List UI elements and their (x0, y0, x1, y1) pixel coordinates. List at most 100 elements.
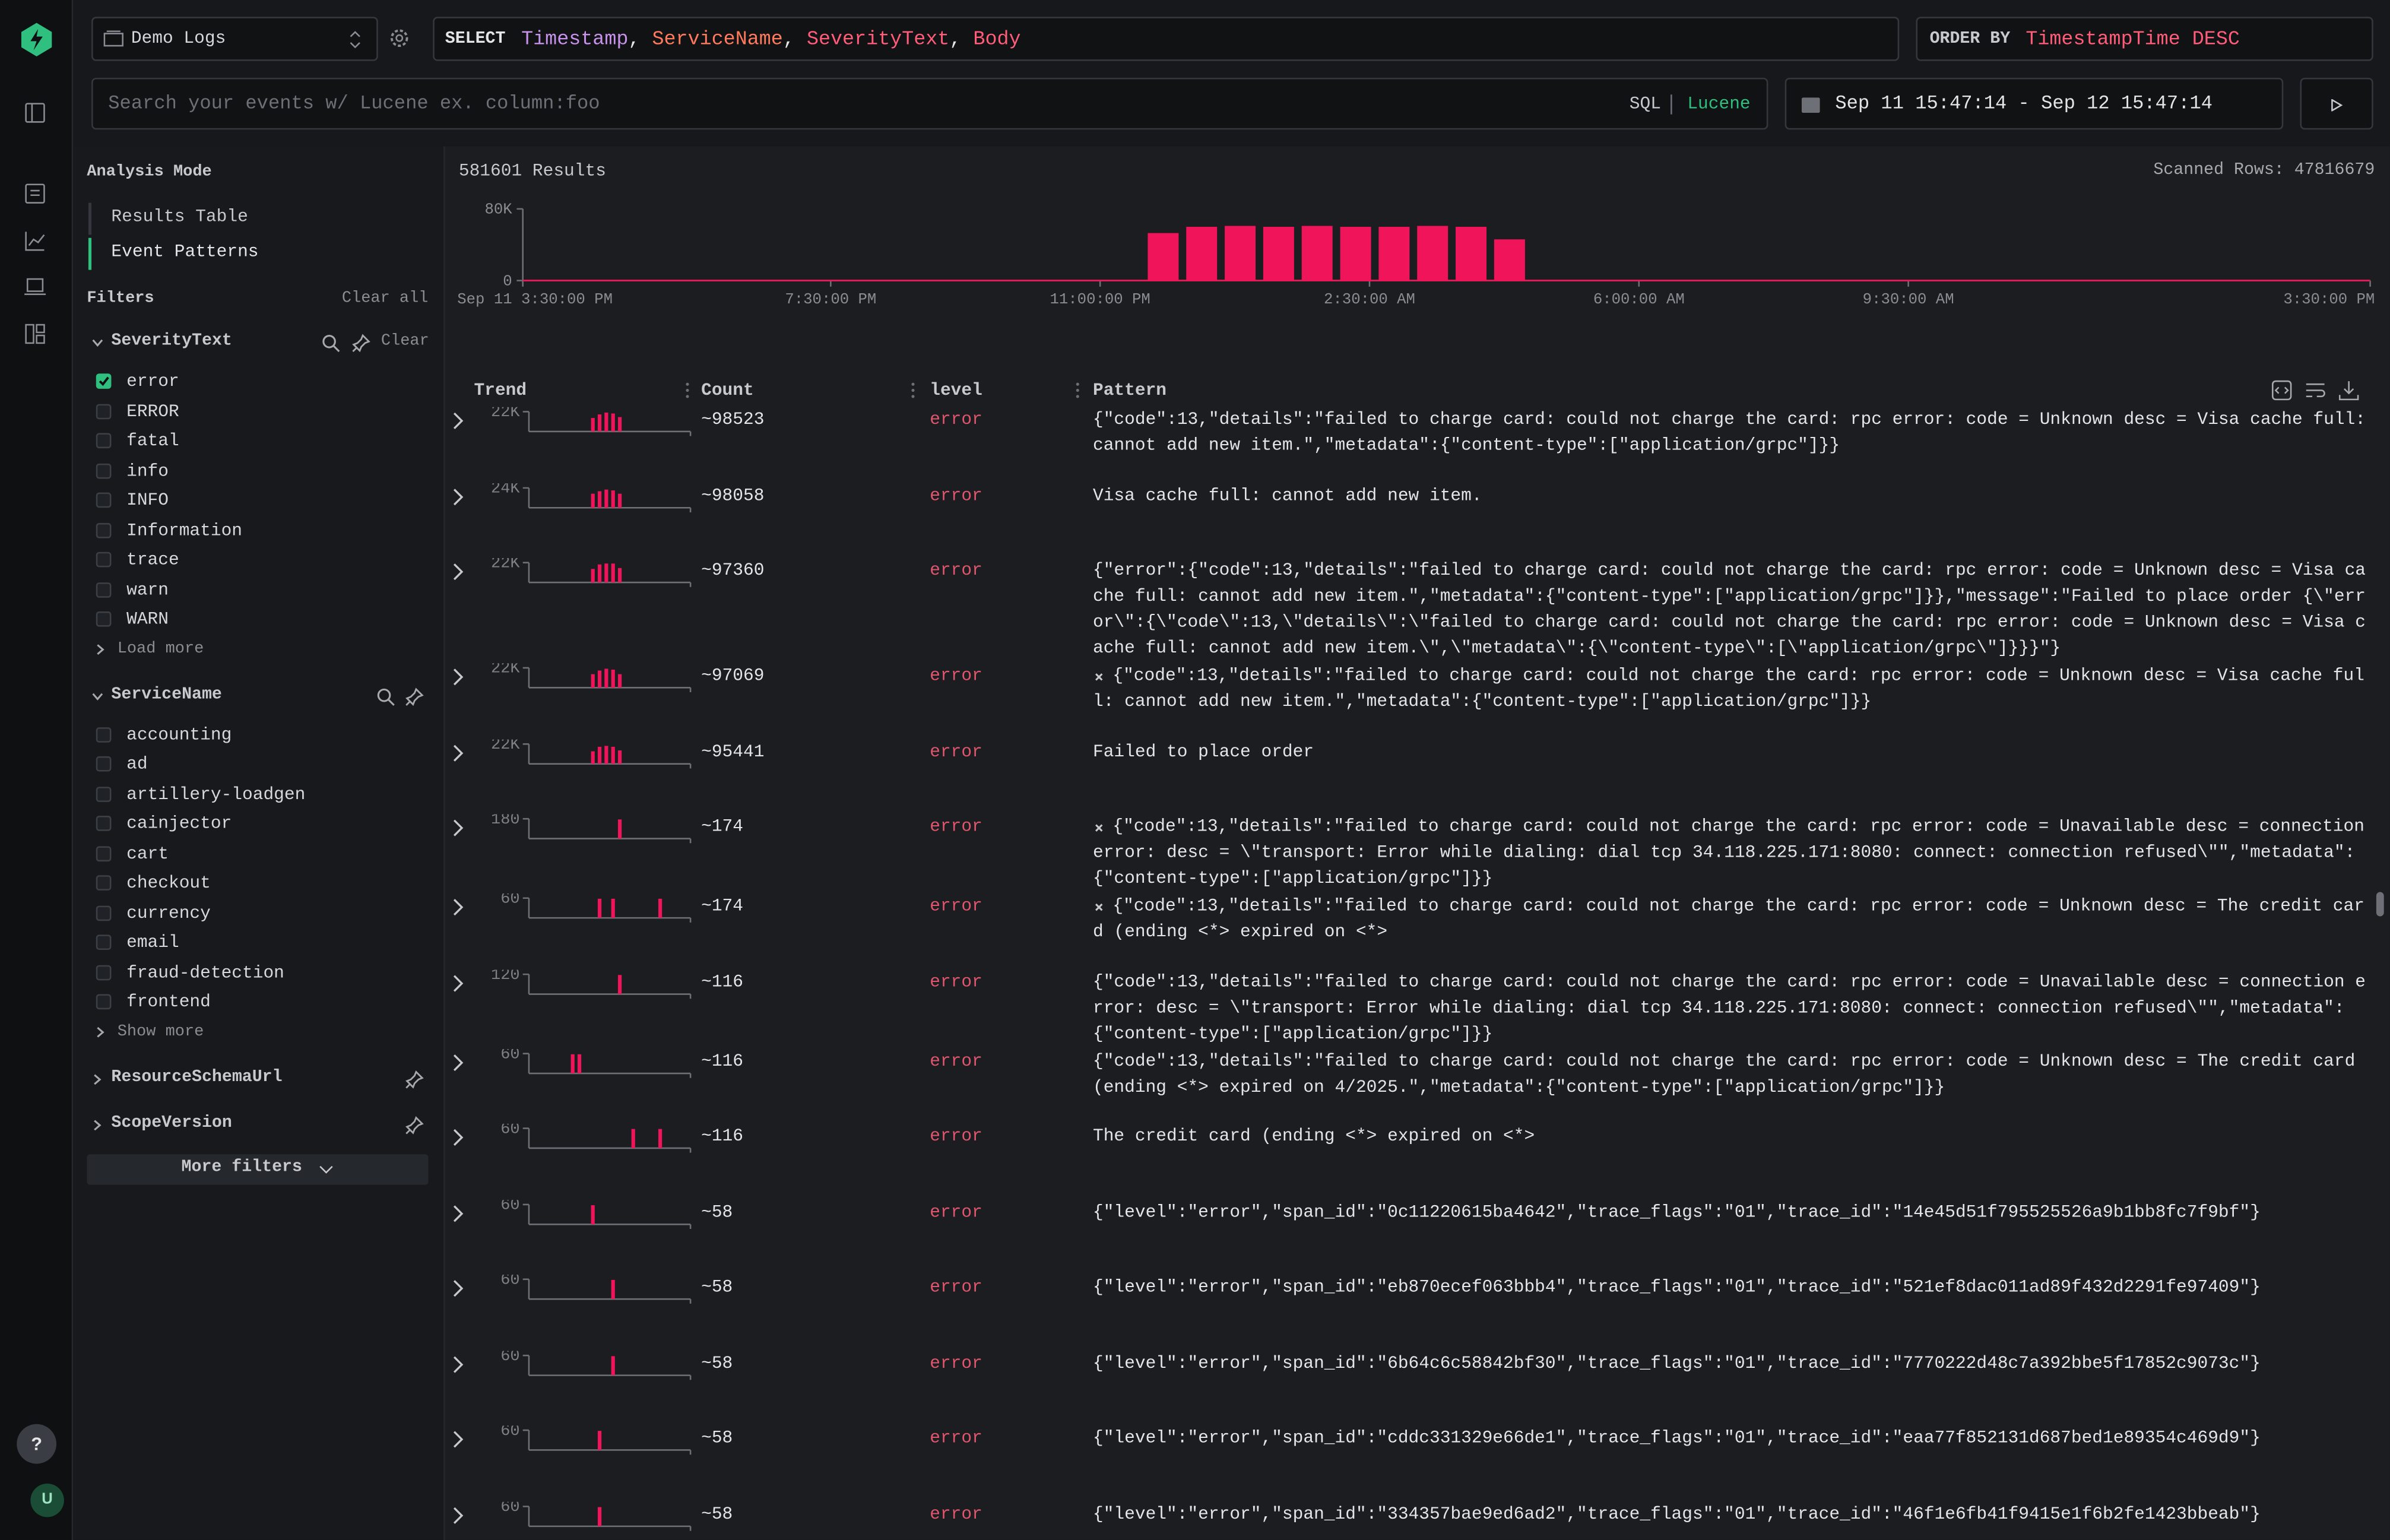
date-range-picker[interactable]: Sep 11 15:47:14 - Sep 12 15:47:14 (1784, 77, 2284, 130)
clear-all[interactable]: Clear all (341, 289, 429, 308)
analysis-mode[interactable]: Event Patterns (111, 242, 259, 262)
logo[interactable] (18, 21, 55, 58)
filter-value[interactable]: currency (126, 903, 211, 924)
chevron[interactable] (91, 337, 104, 350)
pattern-row[interactable]: 60 ~58 error {"level":"error","span_id":"eb… (445, 1275, 2378, 1350)
checkbox[interactable] (96, 552, 112, 568)
pattern-row[interactable]: 24K ~98058 error Visa cache full: cannot ad… (445, 483, 2378, 558)
chevron[interactable] (91, 1073, 104, 1085)
pattern-row[interactable]: 60 ~116 error The credit card (ending <*> e… (445, 1124, 2378, 1199)
load-more[interactable]: Load more (117, 639, 204, 658)
help-button[interactable]: ? (17, 1424, 57, 1464)
search-nav[interactable] (24, 183, 46, 204)
filter-value[interactable]: artillery-loadgen (126, 784, 306, 804)
filter-value[interactable]: error (126, 372, 179, 392)
pattern-row[interactable]: 60 ~58 error {"level":"error","span_id":"0c… (445, 1199, 2378, 1275)
query-mode[interactable]: Lucene (1687, 94, 1751, 115)
filter-group-name[interactable]: ScopeVersion (111, 1114, 232, 1132)
more-filters-button[interactable]: More filters (87, 1153, 429, 1184)
search-icon[interactable] (376, 687, 395, 705)
filter-value[interactable]: accounting (126, 725, 232, 745)
pin-icon[interactable] (405, 1069, 424, 1088)
expand-chevron[interactable] (451, 1053, 464, 1071)
filter-value[interactable]: cart (126, 844, 169, 864)
pattern-row[interactable]: 180 ~174 error {"code":13,"details":"failed… (445, 814, 2378, 893)
expand-chevron[interactable] (451, 819, 464, 837)
checkbox[interactable] (96, 492, 112, 508)
filter-value[interactable]: checkout (126, 873, 211, 894)
filter-group-name[interactable]: ResourceSchemaUrl (111, 1068, 283, 1086)
sessions-nav[interactable] (24, 276, 46, 297)
filter-value[interactable]: frontend (126, 992, 211, 1013)
pattern-row[interactable]: 60 ~58 error {"level":"error","span_id":"6b… (445, 1350, 2378, 1425)
pattern-row[interactable]: 22K ~95441 error Failed to place order (445, 739, 2378, 814)
pattern-row[interactable]: 22K ~97360 error {"error":{"code":13,"detai… (445, 558, 2378, 663)
expand-chevron[interactable] (451, 898, 464, 917)
expand-chevron[interactable] (451, 1430, 464, 1449)
chevron[interactable] (94, 643, 107, 655)
checkbox[interactable] (96, 373, 112, 389)
chevron[interactable] (91, 1118, 104, 1131)
checkbox[interactable] (96, 875, 112, 891)
checkbox[interactable] (96, 462, 112, 479)
expand-chevron[interactable] (451, 1204, 464, 1222)
order-input[interactable]: ORDER BY TimestampTime DESC (1916, 17, 2373, 61)
checkbox[interactable] (96, 816, 112, 831)
select-input[interactable]: SELECT Timestamp, ServiceName, SeverityT… (433, 17, 1900, 61)
analysis-mode[interactable]: Results Table (111, 207, 248, 227)
expand-chevron[interactable] (451, 743, 464, 762)
sidebar-toggle[interactable] (24, 102, 46, 123)
pin-icon[interactable] (405, 1115, 424, 1134)
expand-chevron[interactable] (451, 487, 464, 506)
search-icon[interactable] (322, 334, 340, 353)
chevron[interactable] (91, 690, 104, 702)
filter-group-name[interactable]: SeverityText (111, 332, 232, 351)
filter-value[interactable]: fatal (126, 431, 179, 452)
run-button[interactable] (2300, 77, 2373, 130)
clear-filter[interactable]: Clear (381, 332, 429, 351)
checkbox[interactable] (96, 785, 112, 801)
checkbox[interactable] (96, 403, 112, 419)
chart-nav[interactable] (24, 230, 46, 252)
column-header[interactable]: Trend (474, 381, 527, 401)
checkbox[interactable] (96, 522, 112, 538)
filter-value[interactable]: warn (126, 580, 169, 600)
pattern-row[interactable]: 60 ~174 error {"code":13,"details":"failed … (445, 893, 2378, 969)
search-input[interactable]: Search your events w/ Lucene ex. column:… (91, 77, 1768, 130)
load-more[interactable]: Show more (117, 1022, 204, 1041)
pin-icon[interactable] (405, 687, 424, 705)
checkbox[interactable] (96, 581, 112, 597)
column-header[interactable]: level (930, 381, 982, 401)
checkbox[interactable] (96, 726, 112, 742)
checkbox[interactable] (96, 611, 112, 627)
checkbox[interactable] (96, 845, 112, 861)
avatar[interactable]: U (30, 1483, 64, 1517)
dashboards-nav[interactable] (24, 323, 46, 344)
filter-value[interactable]: INFO (126, 490, 169, 511)
expand-chevron[interactable] (451, 1506, 464, 1524)
scrollbar-thumb[interactable] (2376, 892, 2384, 917)
expand-chevron[interactable] (451, 974, 464, 992)
pattern-row[interactable]: 60 ~116 error {"code":13,"details":"failed … (445, 1048, 2378, 1124)
expand-chevron[interactable] (451, 1129, 464, 1147)
pattern-row[interactable]: 22K ~97069 error {"code":13,"details":"fail… (445, 663, 2378, 739)
expand-chevron[interactable] (451, 563, 464, 581)
column-header[interactable]: Count (701, 381, 754, 401)
filter-value[interactable]: cainjector (126, 814, 232, 834)
chevron[interactable] (94, 1025, 107, 1038)
pattern-row[interactable]: 120 ~116 error {"code":13,"details":"failed… (445, 969, 2378, 1048)
pattern-row[interactable]: 60 ~58 error {"level":"error","span_id":"33… (445, 1501, 2378, 1539)
settings-button[interactable] (389, 27, 410, 49)
expand-chevron[interactable] (451, 668, 464, 686)
filter-value[interactable]: WARN (126, 610, 169, 630)
source-select[interactable]: Demo Logs (91, 17, 378, 61)
filter-group-name[interactable]: ServiceName (111, 685, 222, 704)
filter-value[interactable]: ad (126, 755, 148, 775)
pattern-row[interactable]: 60 ~58 error {"level":"error","span_id":"cd… (445, 1425, 2378, 1501)
filter-value[interactable]: Information (126, 521, 243, 541)
checkbox[interactable] (96, 964, 112, 980)
pin-icon[interactable] (352, 334, 370, 353)
filter-value[interactable]: trace (126, 550, 179, 571)
checkbox[interactable] (96, 433, 112, 449)
query-mode[interactable]: SQL (1630, 94, 1672, 115)
